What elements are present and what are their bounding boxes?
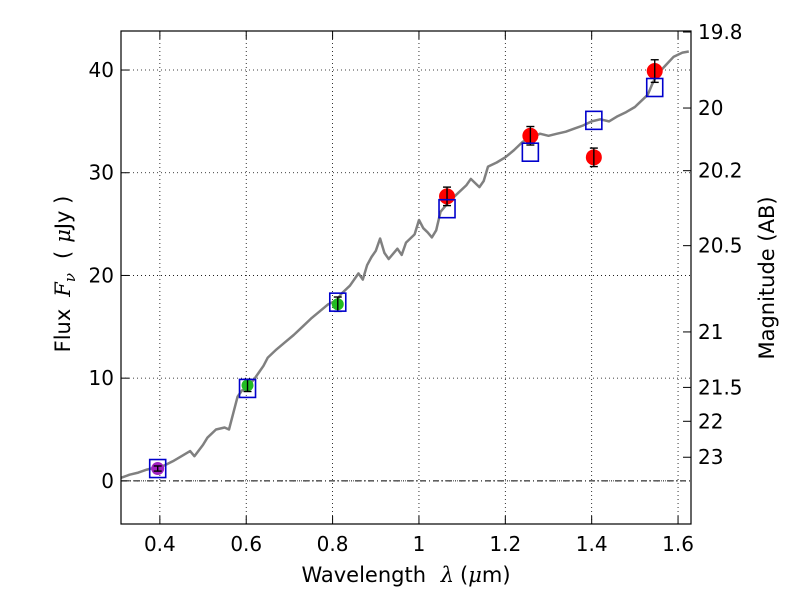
tick-labels: 0.4 0.6 0.8 1 1.2 1.4 1.6 0 10 20 30 40 19.8 20 20.2 20… [89,20,743,556]
y2-tick-label: 20.2 [698,159,743,183]
x-axis-unit-open: ( [460,563,468,587]
y-axis-unit-open: ( [51,251,75,259]
y-axis-unit-mu: μ [51,229,75,243]
x-tick-label: 1.6 [662,532,694,556]
y-axis-unit-rest: Jy ) [51,196,75,232]
model-photometry-square [328,292,347,312]
model-photometry-square [645,77,664,98]
model-spectrum-line [120,50,690,479]
grid-lines [121,31,691,524]
x-tick-label: 0.6 [230,532,262,556]
y2-tick-label: 19.8 [698,20,743,44]
x-tick-label: 0.4 [144,532,176,556]
y2-tick-label: 20 [698,96,723,120]
y2-tick-label: 22 [698,409,723,433]
model-photometry-square [438,198,456,219]
y-axis-subscript: ν [61,273,79,282]
model-photometry-square [148,458,167,479]
y2-tick-label: 23 [698,445,723,469]
y2-tick-label: 21.5 [698,375,743,399]
plot-frame [120,30,692,525]
y2-axis-label: Magnitude (AB) [755,196,779,359]
model-photometry-square [521,142,540,162]
x-axis-unit-mu: μ [468,563,482,587]
data-marks [148,59,664,479]
x-tick-label: 0.8 [317,532,349,556]
y-tick-label: 0 [101,469,114,493]
x-tick-label: 1.2 [489,532,521,556]
x-axis-label-text: Wavelength [301,563,426,587]
x-axis-unit-rest: m) [482,563,511,587]
y-tick-label: 30 [89,161,114,185]
axis-ticks [121,31,691,524]
x-axis-symbol: λ [440,563,454,587]
y2-tick-label: 21 [698,320,723,344]
y-axis-label: Flux Fν ( μJy ) [51,196,79,353]
model-photometry-square [585,110,603,131]
x-tick-label: 1.4 [576,532,608,556]
x-axis-label: Wavelength λ (μm) [301,563,510,587]
y-tick-label: 40 [89,58,114,82]
y2-tick-label: 20.5 [698,234,743,258]
y-tick-label: 20 [89,263,114,287]
y-axis-label-text: Flux [51,309,75,353]
model-photometry-square [238,378,257,399]
x-tick-label: 1 [413,532,426,556]
y-tick-label: 10 [89,366,114,390]
y-axis-symbol: F [51,281,75,298]
